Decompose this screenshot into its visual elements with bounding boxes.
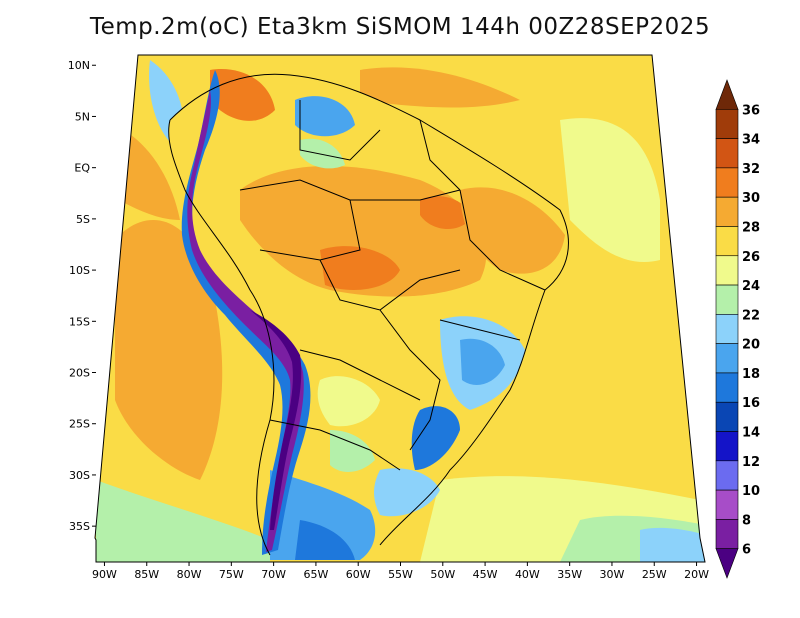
colorbar-segment: [715, 431, 739, 462]
lon-tick-label: 90W: [92, 568, 117, 581]
altiplano-coldest: [250, 310, 302, 530]
coastline-east: [169, 73, 569, 546]
colorbar-label: 24: [742, 279, 760, 294]
lat-tick-label: 15S: [69, 315, 90, 328]
colorbar-label: 12: [742, 455, 760, 470]
chaco-region: [317, 376, 380, 427]
central-hot-region: [320, 246, 400, 290]
border-segment-8: [299, 100, 381, 161]
border-segment-10: [350, 189, 461, 201]
coastline-west: [168, 119, 275, 556]
border-segment-5: [269, 419, 401, 471]
caribbean-hot-region: [210, 69, 275, 121]
south-atlantic-cold-region: [640, 527, 705, 562]
colorbar-segment: [715, 372, 739, 403]
border-segment-1: [239, 179, 361, 261]
colorbar-label: 28: [742, 220, 760, 235]
colorbar-segment: [715, 196, 739, 227]
border-segment-3: [379, 309, 441, 451]
lat-tick-label: 25S: [69, 418, 90, 431]
lon-tick-label: 20W: [684, 568, 709, 581]
colorbar-label: 10: [742, 484, 760, 499]
south-pacific-cool-region: [96, 480, 270, 562]
lon-tick-label: 65W: [303, 568, 328, 581]
map-title: Temp.2m(oC) Eta3km SiSMOM 144h 00Z28SEP2…: [89, 14, 711, 40]
lat-tick-label: 20S: [69, 367, 90, 380]
lon-tick-label: 70W: [261, 568, 286, 581]
lon-tick-label: 50W: [430, 568, 455, 581]
colorbar-segment: [715, 167, 739, 198]
colorbar-segment: [715, 79, 739, 110]
colorbar-label: 20: [742, 338, 760, 353]
lon-tick-label: 75W: [219, 568, 244, 581]
southeast-cool-core: [460, 338, 505, 385]
border-segment-9: [439, 319, 521, 341]
colorbar-segment: [715, 401, 739, 432]
lon-tick-label: 55W: [388, 568, 413, 581]
colorbar-label: 30: [742, 191, 760, 206]
pampas-region: [330, 430, 375, 472]
northeast-brazil-region: [460, 187, 565, 274]
pacific-warm-region: [115, 220, 223, 480]
colorbar-segment: [715, 314, 739, 344]
colorbar-label: 14: [742, 426, 760, 441]
colorbar-segment: [715, 548, 739, 579]
lon-tick-label: 85W: [134, 568, 159, 581]
colorbar-segment: [715, 255, 739, 286]
longitude-axis: 90W 85W 80W 75W 70W 65W 60W 55W 50W 45W 40W 35W 30W 2…: [92, 562, 709, 581]
border-segment-7: [419, 119, 461, 191]
atlantic-warm-region: [360, 67, 520, 108]
atlantic-north-region: [560, 118, 660, 262]
colorbar-segment: [715, 460, 739, 491]
guiana-mild-region: [300, 138, 345, 169]
colorbar: 6 8 10 12 14 16 18 20 22 24 26 28 30 32 34 36: [715, 79, 760, 579]
lat-tick-label: 30S: [69, 469, 90, 482]
lon-tick-label: 35W: [557, 568, 582, 581]
lon-tick-label: 60W: [346, 568, 371, 581]
north-hot-region: [420, 196, 470, 230]
colorbar-segment: [715, 284, 739, 315]
colorbar-label: 6: [742, 543, 751, 558]
lon-tick-label: 80W: [177, 568, 202, 581]
colorbar-segment: [715, 489, 739, 520]
guiana-highlands: [295, 96, 355, 137]
andes-very-cold-band: [187, 90, 304, 552]
uruguay-region: [374, 468, 440, 517]
colorbar-label: 34: [742, 133, 760, 148]
colorbar-label: 22: [742, 308, 760, 323]
lat-tick-label: 10S: [69, 264, 90, 277]
lat-tick-label: EQ: [74, 162, 90, 175]
lat-tick-label: 35S: [69, 520, 90, 533]
political-borders: [168, 73, 569, 556]
border-segment-6: [459, 189, 546, 291]
south-brazil-cool: [411, 406, 460, 470]
colorbar-label: 32: [742, 162, 760, 177]
colorbar-segment: [715, 519, 739, 550]
lat-tick-label: 10N: [68, 59, 90, 72]
latitude-axis: 10N 5N EQ 5S 10S 15S 20S 25S 30S 35S: [68, 59, 96, 533]
colorbar-segment: [715, 138, 739, 169]
patagonia-north-region: [270, 470, 376, 560]
colorbar-label: 16: [742, 396, 760, 411]
lon-tick-label: 25W: [642, 568, 667, 581]
patagonia-cold-region: [295, 520, 355, 560]
lat-tick-label: 5N: [75, 110, 90, 123]
colorbar-label: 18: [742, 367, 760, 382]
lon-tick-label: 40W: [515, 568, 540, 581]
lon-tick-label: 30W: [600, 568, 625, 581]
temperature-field: [95, 55, 705, 562]
colorbar-segment: [715, 226, 739, 257]
colorbar-label: 36: [742, 103, 760, 118]
lon-tick-label: 45W: [473, 568, 498, 581]
lat-tick-label: 5S: [76, 213, 90, 226]
colorbar-label: 8: [742, 513, 751, 528]
colorbar-segment: [715, 108, 739, 139]
colorbar-label: 26: [742, 250, 760, 265]
border-segment-4: [299, 349, 421, 401]
colorbar-segment: [715, 343, 739, 374]
